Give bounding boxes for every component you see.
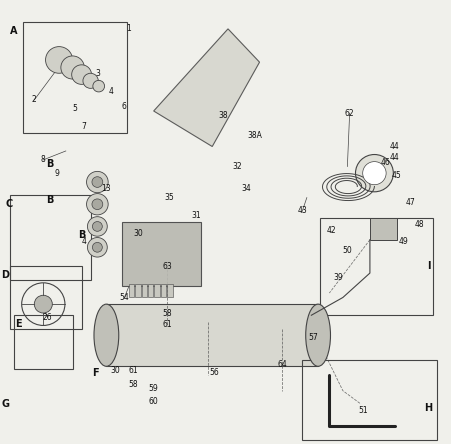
Text: 42: 42	[327, 226, 336, 235]
Text: 47: 47	[405, 198, 415, 206]
Text: I: I	[427, 262, 430, 271]
Circle shape	[87, 217, 107, 236]
Bar	[23, 22, 127, 133]
Bar	[148, 284, 153, 297]
Text: 8: 8	[41, 155, 46, 164]
Bar	[302, 360, 437, 440]
Text: 44: 44	[390, 142, 400, 151]
Text: 1: 1	[127, 24, 131, 33]
Circle shape	[83, 73, 98, 88]
Circle shape	[87, 194, 108, 215]
Text: 58: 58	[162, 309, 172, 317]
Text: 54: 54	[120, 293, 129, 302]
Text: 38: 38	[219, 111, 228, 120]
Circle shape	[61, 56, 84, 79]
Text: 30: 30	[110, 366, 120, 375]
Text: F: F	[92, 368, 98, 378]
Text: 58: 58	[129, 380, 138, 388]
Bar	[135, 284, 141, 297]
Text: 13: 13	[101, 184, 111, 193]
Bar	[320, 218, 433, 315]
Text: 43: 43	[298, 206, 307, 215]
Circle shape	[92, 177, 103, 187]
Text: 38A: 38A	[248, 131, 262, 140]
Bar	[14, 315, 73, 369]
Text: 48: 48	[414, 220, 424, 229]
Text: 6: 6	[122, 102, 127, 111]
Circle shape	[93, 80, 105, 92]
Text: 61: 61	[162, 320, 172, 329]
Text: 34: 34	[241, 184, 251, 193]
Bar	[9, 266, 82, 329]
Text: 44: 44	[390, 153, 400, 162]
Text: D: D	[1, 270, 9, 280]
Bar	[154, 284, 160, 297]
Bar	[167, 284, 173, 297]
Text: 59: 59	[149, 384, 159, 393]
Text: 63: 63	[162, 262, 172, 271]
Text: H: H	[424, 404, 433, 413]
Text: 46: 46	[381, 158, 391, 166]
Text: 9: 9	[55, 169, 59, 178]
Text: 51: 51	[359, 406, 368, 415]
Bar	[106, 304, 318, 366]
Text: B: B	[78, 230, 85, 240]
Text: 50: 50	[342, 246, 352, 255]
Circle shape	[72, 65, 92, 84]
Text: 5: 5	[73, 104, 77, 113]
Text: E: E	[15, 319, 22, 329]
Text: 7: 7	[82, 122, 86, 131]
Text: 31: 31	[192, 211, 201, 220]
Text: A: A	[10, 26, 18, 36]
Ellipse shape	[306, 304, 331, 366]
Text: 62: 62	[345, 109, 354, 118]
Text: G: G	[1, 399, 9, 409]
Bar	[129, 284, 134, 297]
Text: 61: 61	[129, 366, 138, 375]
Text: C: C	[6, 199, 13, 209]
Text: 39: 39	[333, 273, 343, 282]
Text: 32: 32	[232, 162, 242, 171]
Bar	[122, 222, 201, 286]
Circle shape	[92, 222, 102, 231]
Bar	[9, 195, 91, 280]
Text: 45: 45	[392, 171, 402, 180]
Text: B: B	[46, 195, 54, 205]
Circle shape	[355, 155, 393, 192]
Bar	[370, 218, 397, 240]
Text: 4: 4	[108, 87, 113, 95]
Bar	[161, 284, 166, 297]
Circle shape	[34, 295, 52, 313]
Circle shape	[363, 162, 386, 185]
Circle shape	[87, 238, 107, 257]
Text: 3: 3	[95, 69, 100, 78]
Text: B: B	[46, 159, 54, 169]
Text: 4: 4	[82, 238, 86, 246]
Text: 35: 35	[165, 193, 175, 202]
Polygon shape	[154, 29, 259, 147]
Ellipse shape	[94, 304, 119, 366]
Text: 2: 2	[32, 95, 37, 104]
Circle shape	[87, 171, 108, 193]
Circle shape	[92, 199, 103, 210]
Text: 30: 30	[133, 229, 143, 238]
Circle shape	[46, 47, 73, 73]
Text: 57: 57	[309, 333, 318, 342]
Text: 26: 26	[43, 313, 53, 322]
Text: 60: 60	[149, 397, 159, 406]
Text: 56: 56	[210, 369, 219, 377]
Text: 64: 64	[277, 360, 287, 369]
Text: 49: 49	[399, 238, 409, 246]
Circle shape	[92, 242, 102, 252]
Bar	[142, 284, 147, 297]
